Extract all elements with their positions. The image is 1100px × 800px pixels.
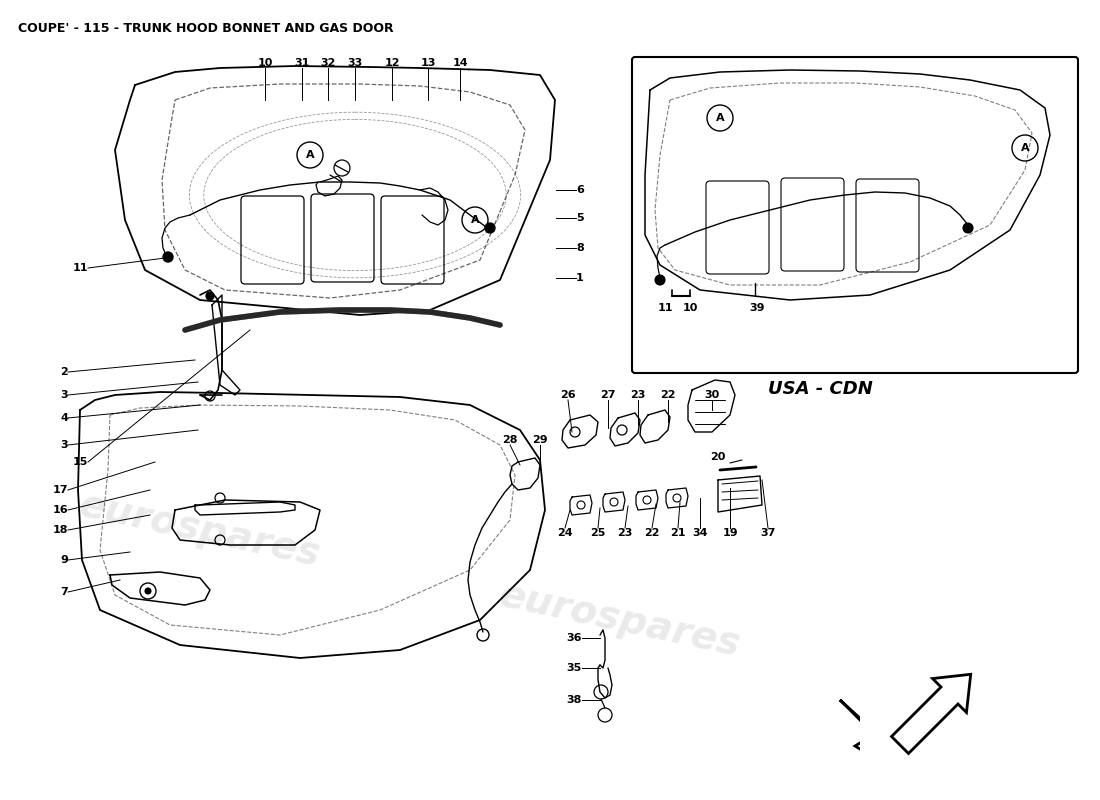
Text: 22: 22 (660, 390, 675, 400)
Text: 34: 34 (692, 528, 707, 538)
Text: 19: 19 (723, 528, 738, 538)
Text: eurospares: eurospares (76, 486, 324, 574)
Text: 33: 33 (348, 58, 363, 68)
Text: 6: 6 (576, 185, 584, 195)
Circle shape (163, 252, 173, 262)
Text: 10: 10 (257, 58, 273, 68)
Text: USA - CDN: USA - CDN (768, 380, 872, 398)
Polygon shape (880, 740, 910, 752)
Circle shape (206, 292, 214, 300)
Polygon shape (860, 640, 1010, 770)
Text: 24: 24 (558, 528, 573, 538)
Text: 2: 2 (60, 367, 68, 377)
Text: 3: 3 (60, 440, 68, 450)
Circle shape (145, 588, 151, 594)
Text: 7: 7 (60, 587, 68, 597)
Text: 8: 8 (576, 243, 584, 253)
Text: 38: 38 (566, 695, 582, 705)
Text: 28: 28 (503, 435, 518, 445)
Text: 35: 35 (566, 663, 582, 673)
Text: 27: 27 (601, 390, 616, 400)
Text: 31: 31 (295, 58, 310, 68)
Text: 14: 14 (452, 58, 468, 68)
Text: 25: 25 (591, 528, 606, 538)
Text: 23: 23 (617, 528, 632, 538)
Text: 22: 22 (645, 528, 660, 538)
Text: 17: 17 (53, 485, 68, 495)
Text: COUPE' - 115 - TRUNK HOOD BONNET AND GAS DOOR: COUPE' - 115 - TRUNK HOOD BONNET AND GAS… (18, 22, 394, 35)
Polygon shape (870, 695, 980, 755)
Text: 9: 9 (60, 555, 68, 565)
Text: A: A (716, 113, 724, 123)
Text: 4: 4 (60, 413, 68, 423)
Text: 39: 39 (749, 303, 764, 313)
Text: 16: 16 (53, 505, 68, 515)
Polygon shape (840, 700, 870, 730)
Text: 12: 12 (384, 58, 399, 68)
Text: 11: 11 (73, 263, 88, 273)
Circle shape (485, 223, 495, 233)
Text: 3: 3 (60, 390, 68, 400)
Text: eurospares: eurospares (496, 576, 744, 664)
Text: 5: 5 (576, 213, 584, 223)
Polygon shape (870, 730, 920, 742)
Text: 13: 13 (420, 58, 436, 68)
Circle shape (962, 223, 974, 233)
Text: 21: 21 (670, 528, 685, 538)
Text: 15: 15 (73, 457, 88, 467)
Text: 36: 36 (566, 633, 582, 643)
Text: 29: 29 (532, 435, 548, 445)
Polygon shape (891, 674, 970, 754)
FancyBboxPatch shape (632, 57, 1078, 373)
Text: A: A (1021, 143, 1030, 153)
Text: 32: 32 (320, 58, 336, 68)
Text: 20: 20 (711, 452, 726, 462)
Text: 37: 37 (760, 528, 775, 538)
Text: 26: 26 (560, 390, 575, 400)
Polygon shape (874, 748, 940, 758)
Text: 1: 1 (576, 273, 584, 283)
Polygon shape (855, 726, 888, 766)
Circle shape (654, 275, 666, 285)
Text: 30: 30 (704, 390, 719, 400)
Text: A: A (306, 150, 315, 160)
Text: 23: 23 (630, 390, 646, 400)
Polygon shape (905, 650, 980, 726)
Text: A: A (471, 215, 480, 225)
Text: 18: 18 (53, 525, 68, 535)
Text: 11: 11 (658, 303, 673, 313)
Text: 10: 10 (682, 303, 697, 313)
Polygon shape (886, 740, 955, 752)
